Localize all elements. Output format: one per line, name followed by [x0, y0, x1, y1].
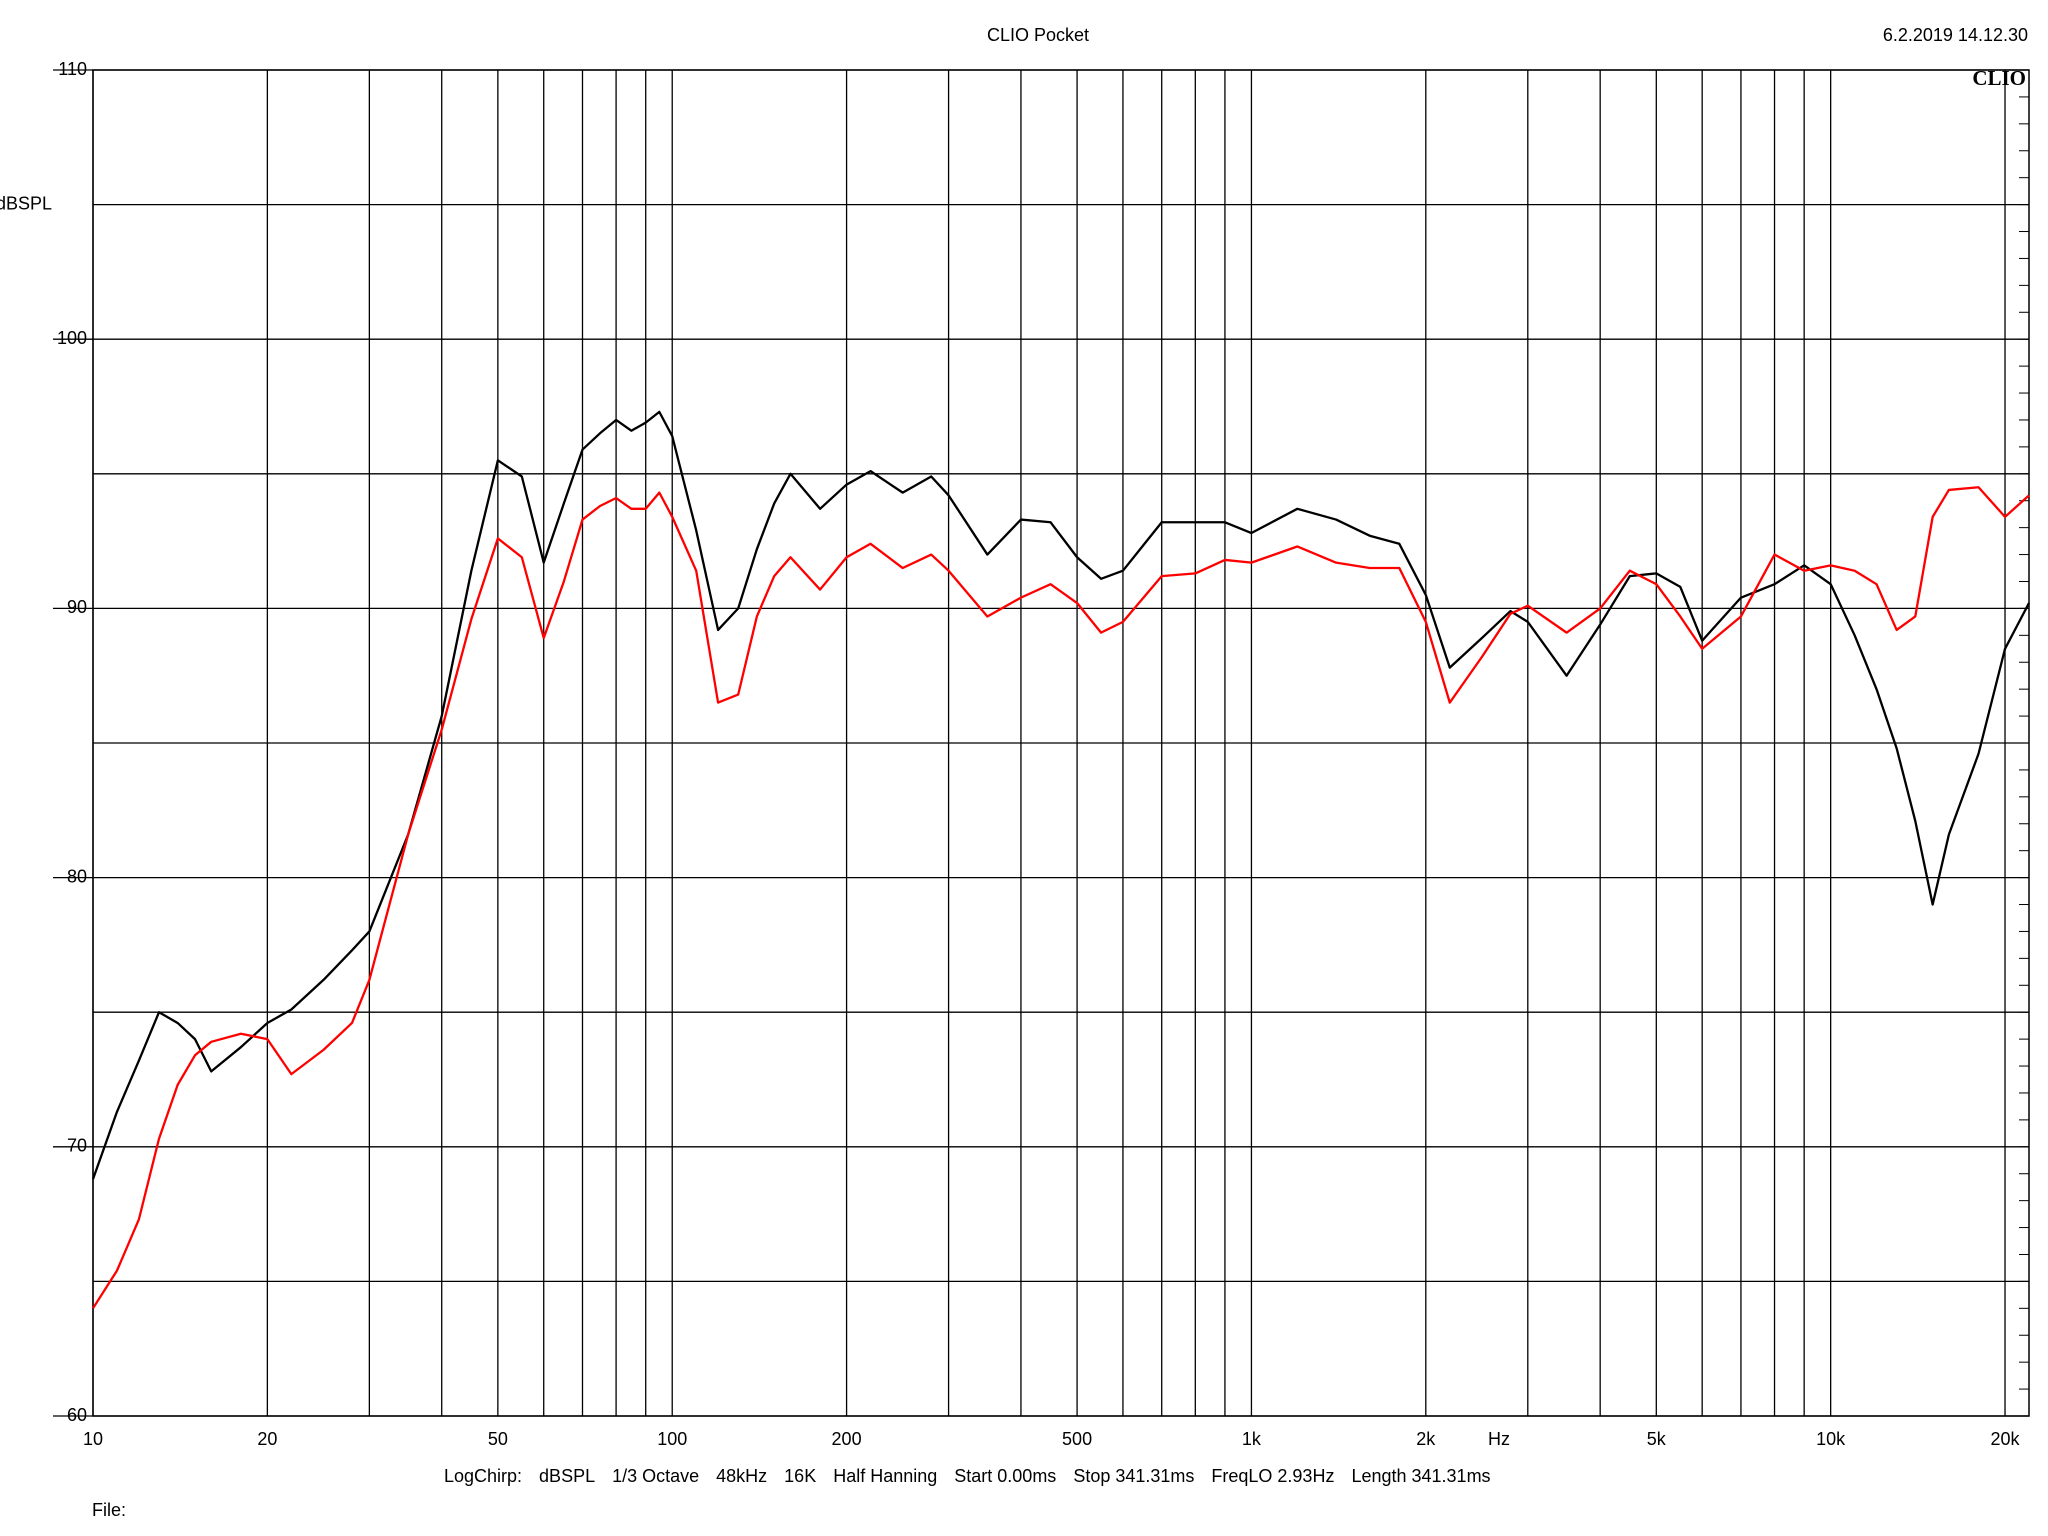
x-axis-label: Hz: [1488, 1429, 1510, 1449]
parameter: Length 341.31ms: [1351, 1466, 1490, 1486]
y-tick-label: 80: [67, 866, 87, 886]
date: 6.2.2019 14.12.30: [1883, 25, 2028, 45]
parameter: 48kHz: [716, 1466, 767, 1486]
chart-title: CLIO Pocket: [987, 25, 1089, 45]
x-tick-label: 500: [1062, 1429, 1092, 1449]
parameter: Stop 341.31ms: [1073, 1466, 1194, 1486]
x-tick-label: 20: [257, 1429, 277, 1449]
x-tick-label: 50: [488, 1429, 508, 1449]
response-line: [92, 486, 2030, 1309]
response-line: [91, 410, 2031, 1180]
x-tick-label: 5k: [1647, 1429, 1667, 1449]
parameter: 16K: [784, 1466, 816, 1486]
y-axis-label: dBSPL: [0, 193, 52, 213]
parameter: 1/3 Octave: [612, 1466, 699, 1486]
parameter: Start 0.00ms: [954, 1466, 1056, 1486]
x-tick-label: 20k: [1991, 1429, 2021, 1449]
x-tick-label: 10: [83, 1429, 103, 1449]
y-tick-label: 110: [58, 59, 87, 79]
y-tick-label: 70: [67, 1136, 87, 1156]
parameter: FreqLO 2.93Hz: [1211, 1466, 1334, 1486]
x-tick-label: 2k: [1416, 1429, 1436, 1449]
parameter: LogChirp:: [444, 1466, 522, 1486]
parameter: dBSPL: [539, 1466, 595, 1486]
parameters: LogChirp: dBSPL 1/3 Octave 48kHz 16K Half Han…: [444, 1466, 1491, 1486]
x-tick-label: 100: [657, 1429, 687, 1449]
file-label: File:: [92, 1500, 126, 1520]
x-tick-label: 10k: [1816, 1429, 1846, 1449]
x-tick-label: 1k: [1242, 1429, 1262, 1449]
parameter: Half Hanning: [833, 1466, 937, 1486]
y-tick-label: 100: [57, 328, 87, 348]
y-tick-label: 90: [67, 597, 87, 617]
x-tick-label: 200: [832, 1429, 862, 1449]
y-tick-label: 60: [67, 1405, 87, 1425]
